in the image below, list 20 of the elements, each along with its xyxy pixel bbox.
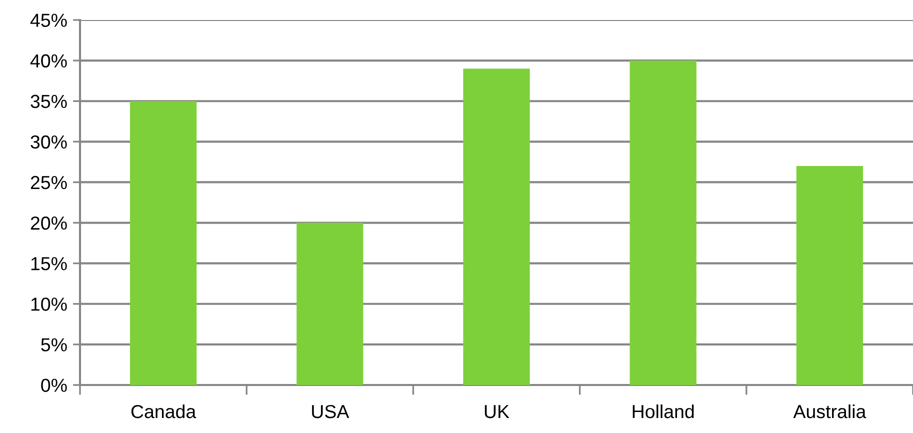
x-tick-label: Australia — [793, 404, 866, 418]
x-tick-label: Holland — [632, 404, 694, 418]
x-tick-label: USA — [312, 404, 350, 418]
x-tick-label: UK — [484, 405, 510, 418]
y-tick-label: 45% — [30, 14, 67, 27]
y-tick-label: 25% — [30, 176, 67, 190]
y-tick-label: 15% — [31, 257, 67, 270]
bar — [796, 166, 864, 385]
y-tick-label: 20% — [30, 216, 67, 230]
y-tick-label: 40% — [30, 54, 67, 68]
bar — [130, 101, 197, 385]
y-tick-label: 0% — [41, 378, 67, 392]
x-tick-label: Canada — [131, 404, 196, 418]
bar — [463, 68, 530, 385]
y-tick-label: 5% — [41, 338, 67, 352]
y-tick-label: 30% — [30, 135, 67, 149]
y-tick-label: 10% — [31, 298, 67, 311]
bar — [630, 60, 696, 385]
bar — [296, 222, 364, 385]
y-tick-label: 35% — [30, 94, 67, 108]
